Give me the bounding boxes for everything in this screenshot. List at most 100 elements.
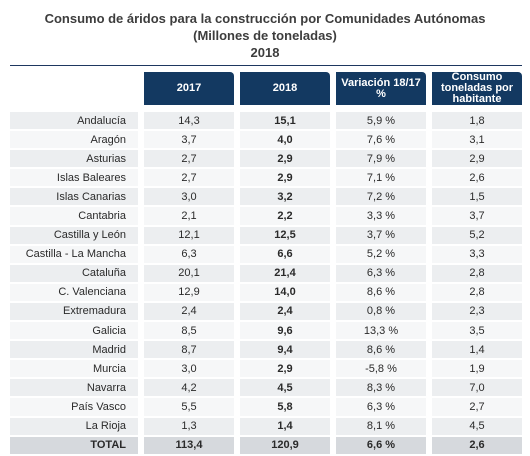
title-line-2: (Millones de toneladas) xyxy=(193,28,337,43)
value-2018-cell: 4,5 xyxy=(234,379,330,399)
region-name-cell: Andalucía xyxy=(10,112,138,132)
value-2017-cell: 2,4 xyxy=(138,302,234,323)
variacion-cell: 7,2 % xyxy=(330,188,426,208)
variacion-cell: 6,6 % xyxy=(330,436,426,456)
table-row: Castilla y León 12,1 12,5 3,7 % 5,2 xyxy=(10,226,522,246)
consumo-cell: 2,6 xyxy=(426,169,522,189)
table-row: Andalucía 14,3 15,1 5,9 % 1,8 xyxy=(10,112,522,132)
consumo-cell: 3,7 xyxy=(426,207,522,227)
table-row: Islas Canarias 3,0 3,2 7,2 % 1,5 xyxy=(10,188,522,208)
consumo-cell: 1,5 xyxy=(426,188,522,208)
variacion-cell: 5,9 % xyxy=(330,112,426,132)
consumo-cell: 3,5 xyxy=(426,322,522,342)
value-2018-cell: 2,9 xyxy=(234,169,330,189)
region-name-cell: Aragón xyxy=(10,131,138,151)
value-2017-cell: 2,7 xyxy=(138,169,234,189)
value-2018-cell: 21,4 xyxy=(234,264,330,284)
variacion-cell: 8,3 % xyxy=(330,379,426,399)
region-name-cell: La Rioja xyxy=(10,417,138,437)
value-2017-cell: 113,4 xyxy=(138,436,234,456)
value-2018-cell: 9,6 xyxy=(234,322,330,342)
consumo-cell: 2,3 xyxy=(426,302,522,323)
variacion-cell: 3,7 % xyxy=(330,226,426,246)
value-2018-cell: 2,4 xyxy=(234,302,330,323)
value-2017-cell: 12,1 xyxy=(138,226,234,246)
region-name-cell: Navarra xyxy=(10,379,138,399)
title-line-1: Consumo de áridos para la construcción p… xyxy=(44,11,486,26)
variacion-cell: 7,6 % xyxy=(330,131,426,151)
header-variacion: Variación 18/17 % xyxy=(330,72,426,112)
value-2017-cell: 4,2 xyxy=(138,379,234,399)
value-2018-cell: 2,2 xyxy=(234,207,330,227)
consumo-cell: 3,3 xyxy=(426,245,522,265)
value-2017-cell: 8,5 xyxy=(138,322,234,342)
value-2017-cell: 8,7 xyxy=(138,341,234,361)
variacion-cell: 6,3 % xyxy=(330,398,426,418)
value-2018-cell: 5,8 xyxy=(234,398,330,418)
table-row: Cataluña 20,1 21,4 6,3 % 2,8 xyxy=(10,264,522,284)
value-2017-cell: 2,7 xyxy=(138,150,234,170)
value-2017-cell: 3,0 xyxy=(138,360,234,380)
variacion-cell: 7,1 % xyxy=(330,169,426,189)
table-row: Madrid 8,7 9,4 8,6 % 1,4 xyxy=(10,341,522,361)
table-row: País Vasco 5,5 5,8 6,3 % 2,7 xyxy=(10,398,522,418)
variacion-cell: 8,6 % xyxy=(330,341,426,361)
value-2018-cell: 12,5 xyxy=(234,226,330,246)
region-name-cell: Islas Canarias xyxy=(10,188,138,208)
region-name-cell: Murcia xyxy=(10,360,138,380)
table-row: Cantabria 2,1 2,2 3,3 % 3,7 xyxy=(10,207,522,227)
region-name-cell: C. Valenciana xyxy=(10,283,138,303)
consumo-cell: 2,8 xyxy=(426,283,522,303)
region-name-cell: Galicia xyxy=(10,322,138,342)
table-title: Consumo de áridos para la construcción p… xyxy=(0,10,530,61)
consumo-cell: 2,8 xyxy=(426,264,522,284)
header-row: 2017 2018 Variación 18/17 % Consumo tone… xyxy=(10,72,522,112)
region-name-cell: Madrid xyxy=(10,341,138,361)
value-2018-cell: 2,9 xyxy=(234,360,330,380)
consumo-cell: 5,2 xyxy=(426,226,522,246)
table-row: Asturias 2,7 2,9 7,9 % 2,9 xyxy=(10,150,522,170)
title-divider xyxy=(10,65,522,66)
total-row: TOTAL 113,4 120,9 6,6 % 2,6 xyxy=(10,436,522,456)
consumo-cell: 1,4 xyxy=(426,341,522,361)
title-line-3: 2018 xyxy=(250,45,280,60)
value-2018-cell: 6,6 xyxy=(234,245,330,265)
value-2017-cell: 1,3 xyxy=(138,417,234,437)
consumo-cell: 2,6 xyxy=(426,436,522,456)
table-row: Islas Baleares 2,7 2,9 7,1 % 2,6 xyxy=(10,169,522,189)
value-2018-cell: 3,2 xyxy=(234,188,330,208)
region-name-cell: Cataluña xyxy=(10,264,138,284)
region-name-cell: Extremadura xyxy=(10,302,138,323)
consumo-cell: 4,5 xyxy=(426,417,522,437)
table-row: Murcia 3,0 2,9 -5,8 % 1,9 xyxy=(10,360,522,380)
value-2017-cell: 3,0 xyxy=(138,188,234,208)
header-2017: 2017 xyxy=(138,72,234,112)
value-2017-cell: 20,1 xyxy=(138,264,234,284)
value-2017-cell: 14,3 xyxy=(138,112,234,132)
region-name-cell: País Vasco xyxy=(10,398,138,418)
variacion-cell: 8,1 % xyxy=(330,417,426,437)
variacion-cell: 5,2 % xyxy=(330,245,426,265)
variacion-cell: -5,8 % xyxy=(330,360,426,380)
header-blank xyxy=(10,72,138,112)
table-body: Andalucía 14,3 15,1 5,9 % 1,8 Aragón 3,7 4,0 7,6… xyxy=(10,112,522,456)
table-row: Navarra 4,2 4,5 8,3 % 7,0 xyxy=(10,379,522,399)
consumo-cell: 1,9 xyxy=(426,360,522,380)
value-2017-cell: 5,5 xyxy=(138,398,234,418)
value-2018-cell: 9,4 xyxy=(234,341,330,361)
table-row: La Rioja 1,3 1,4 8,1 % 4,5 xyxy=(10,417,522,437)
table-row: Aragón 3,7 4,0 7,6 % 3,1 xyxy=(10,131,522,151)
region-name-cell: Castilla - La Mancha xyxy=(10,245,138,265)
consumo-cell: 3,1 xyxy=(426,131,522,151)
region-name-cell: Castilla y León xyxy=(10,226,138,246)
consumo-cell: 2,9 xyxy=(426,150,522,170)
variacion-cell: 8,6 % xyxy=(330,283,426,303)
consumo-cell: 2,7 xyxy=(426,398,522,418)
document-page: Consumo de áridos para la construcción p… xyxy=(0,10,530,456)
region-name-cell: Cantabria xyxy=(10,207,138,227)
header-consumo: Consumo toneladas por habitante xyxy=(426,72,522,112)
value-2018-cell: 15,1 xyxy=(234,112,330,132)
header-2018: 2018 xyxy=(234,72,330,112)
variacion-cell: 6,3 % xyxy=(330,264,426,284)
table-row: Castilla - La Mancha 6,3 6,6 5,2 % 3,3 xyxy=(10,245,522,265)
